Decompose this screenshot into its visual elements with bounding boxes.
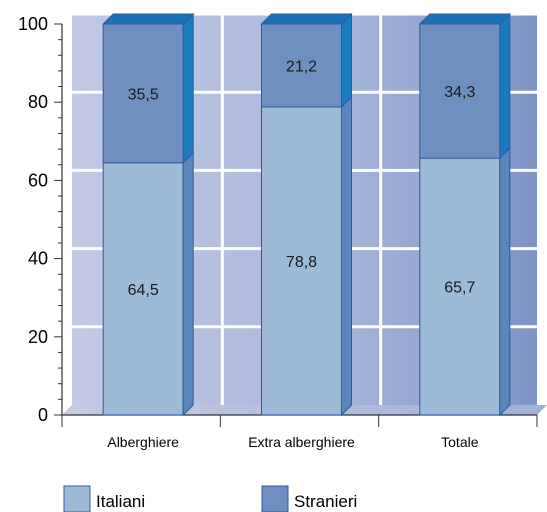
y-tick-label: 40 [28, 249, 48, 269]
bar-stranieri-side [499, 12, 511, 160]
bar-stranieri-front [102, 23, 184, 164]
y-tick-label: 100 [18, 14, 48, 34]
y-axis: 0 20 40 60 80 100 [18, 14, 63, 425]
y-tick-label: 80 [28, 92, 48, 112]
x-tick-label: Extra alberghiere [248, 434, 355, 450]
y-tick-label: 20 [28, 327, 48, 347]
legend-label-stranieri: Stranieri [294, 492, 357, 511]
data-label: 78,8 [286, 254, 317, 271]
bar-italiani-side [182, 151, 194, 417]
bar-stranieri-top [101, 13, 195, 25]
bar-italiani-front [261, 106, 342, 416]
x-axis: Alberghiere Extra alberghiere Totale [61, 414, 538, 450]
bar-stranieri-top [260, 13, 353, 25]
bar-italiani-front [419, 157, 501, 416]
x-tick-label: Alberghiere [107, 434, 179, 450]
bar-stranieri-side [341, 12, 352, 109]
data-labels: 64,5 35,5 78,8 21,2 65,7 34,3 [128, 58, 476, 298]
bar-stranieri-front [419, 23, 501, 159]
bar-italiani-front [102, 162, 184, 416]
bar-stranieri-front [261, 23, 342, 108]
data-label: 34,3 [444, 84, 475, 101]
legend-label-italiani: Italiani [96, 492, 145, 511]
bar-italiani-side [499, 146, 511, 417]
data-label: 21,2 [286, 58, 317, 75]
data-label: 65,7 [444, 280, 475, 297]
legend-swatch-stranieri [261, 485, 289, 512]
y-tick-label: 60 [28, 170, 48, 190]
data-label: 35,5 [128, 86, 159, 103]
legend: Italiani Stranieri [63, 485, 357, 512]
bar-stranieri-top [418, 13, 512, 25]
data-label: 64,5 [128, 282, 159, 299]
y-tick-label: 0 [38, 405, 48, 425]
bar-stranieri-side [182, 12, 194, 165]
x-tick-label: Totale [441, 434, 479, 450]
bars [101, 12, 512, 417]
legend-swatch-italiani [63, 485, 91, 512]
bar-italiani-side [341, 95, 352, 417]
